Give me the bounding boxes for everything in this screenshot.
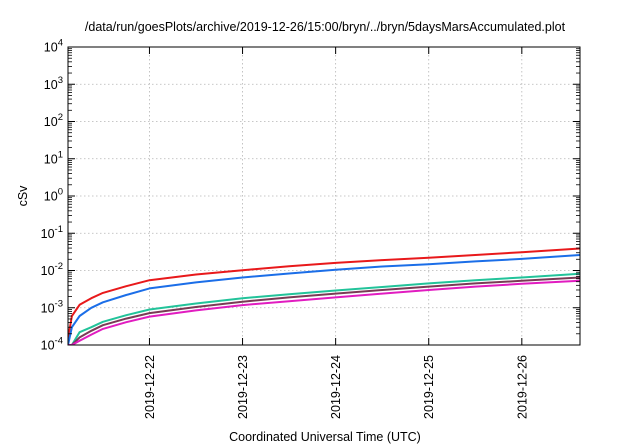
x-tick-label: 2019-12-22: [143, 355, 157, 419]
x-axis-ticks: 2019-12-22 2019-12-23 2019-12-24 2019-12-25…: [143, 47, 529, 419]
y-tick-label: 103: [44, 75, 63, 92]
y-axis-label: cSv: [16, 185, 30, 207]
series-layer: [68, 247, 580, 345]
y-tick-label: 101: [44, 149, 63, 166]
y-tick-label: 10-2: [41, 261, 63, 278]
grid: [68, 47, 580, 345]
x-tick-label: 2019-12-24: [329, 355, 343, 419]
series-line-5: [68, 279, 580, 345]
x-tick-label: 2019-12-25: [422, 355, 436, 419]
series-line-2: [68, 254, 580, 345]
series-line-4: [68, 276, 580, 345]
y-tick-label: 10-4: [41, 336, 63, 353]
y-tick-label: 10-1: [41, 224, 63, 241]
y-tick-label: 100: [44, 187, 63, 204]
x-tick-label: 2019-12-23: [236, 355, 250, 419]
y-tick-label: 102: [44, 112, 63, 129]
x-axis-label: Coordinated Universal Time (UTC): [229, 430, 421, 444]
series-line-3: [68, 272, 580, 345]
y-axis-ticks: 10-4 10-3 10-2 10-1 100 101 102 103 104: [41, 38, 580, 353]
x-tick-label: 2019-12-26: [515, 355, 529, 419]
chart-title: /data/run/goesPlots/archive/2019-12-26/1…: [85, 20, 566, 34]
y-tick-label: 10-3: [41, 298, 63, 315]
y-tick-label: 104: [44, 38, 63, 55]
series-line-1: [68, 247, 580, 339]
